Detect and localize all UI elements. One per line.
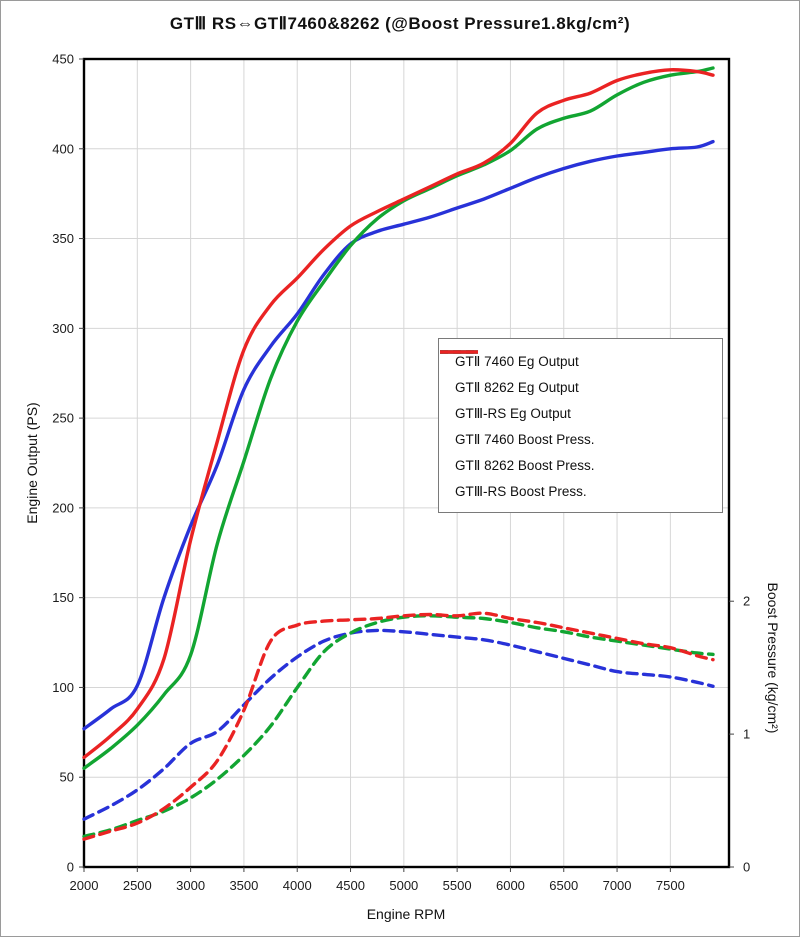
legend: GTⅡ 7460 Eg Output GTⅡ 8262 Eg Output GTⅢ-… xyxy=(438,338,723,513)
chart-title: GTⅢ RS⇔GTⅡ7460&8262 (@Boost Pressure1.8k… xyxy=(169,14,631,33)
y-left-tick-label: 200 xyxy=(52,500,74,515)
y-right-tick-label: 0 xyxy=(743,860,750,875)
legend-line-sample-gt3-rs-boost xyxy=(440,350,478,354)
x-tick-label: 3000 xyxy=(176,878,205,893)
y-left-tick-label: 350 xyxy=(52,231,74,246)
y-left-tick-label: 400 xyxy=(52,141,74,156)
series-line-gt3-rs-output xyxy=(82,68,715,760)
legend-label: GTⅡ 8262 Boost Press. xyxy=(455,458,595,473)
x-tick-label: 7000 xyxy=(603,878,632,893)
legend-label: GTⅡ 7460 Boost Press. xyxy=(455,432,595,447)
y-left-tick-label: 100 xyxy=(52,680,74,695)
y-left-tick-label: 300 xyxy=(52,321,74,336)
x-tick-label: 3500 xyxy=(229,878,258,893)
legend-item-gt2-8262-boost: GTⅡ 8262 Boost Press. xyxy=(440,350,722,479)
x-axis-title: Engine RPM xyxy=(366,906,446,922)
series-line-gt2-8262-boost xyxy=(82,614,715,839)
y-left-tick-label: 150 xyxy=(52,590,74,605)
y-left-tick-label: 50 xyxy=(60,770,74,785)
x-tick-label: 2000 xyxy=(70,878,99,893)
legend-item-gt2-7460-boost: GTⅡ 7460 Boost Press. xyxy=(440,350,722,453)
legend-item-gt3-rs-output: GTⅢ-RS Eg Output xyxy=(440,350,722,427)
x-tick-label: 4000 xyxy=(283,878,312,893)
legend-item-gt2-7460-output: GTⅡ 7460 Eg Output xyxy=(440,349,722,375)
series-line-gt2-7460-boost xyxy=(82,628,715,821)
x-tick-label: 6500 xyxy=(549,878,578,893)
y-right-tick-label: 1 xyxy=(743,727,750,742)
y-right-axis-title: Boost Pressure (kg/cm²) xyxy=(765,582,781,734)
y-left-tick-label: 450 xyxy=(52,52,74,67)
x-tick-label: 2500 xyxy=(123,878,152,893)
x-tick-label: 6000 xyxy=(496,878,525,893)
legend-label: GTⅢ-RS Boost Press. xyxy=(455,484,587,499)
legend-item-gt2-8262-output: GTⅡ 8262 Eg Output xyxy=(440,350,722,401)
x-tick-label: 5500 xyxy=(443,878,472,893)
plot-border xyxy=(82,57,731,869)
legend-item-gt3-rs-boost: GTⅢ-RS Boost Press. xyxy=(440,350,722,505)
series-line-gt2-8262-output xyxy=(82,66,715,770)
x-tick-label: 5000 xyxy=(389,878,418,893)
y-left-tick-label: 0 xyxy=(67,860,74,875)
legend-label: GTⅡ 8262 Eg Output xyxy=(455,380,579,395)
y-left-tick-label: 250 xyxy=(52,411,74,426)
x-tick-label: 4500 xyxy=(336,878,365,893)
y-right-tick-label: 2 xyxy=(743,594,750,609)
series-line-gt2-7460-output xyxy=(82,139,715,731)
legend-label: GTⅢ-RS Eg Output xyxy=(455,406,571,421)
x-tick-label: 7500 xyxy=(656,878,685,893)
series-line-gt3-rs-boost xyxy=(82,611,715,841)
legend-label: GTⅡ 7460 Eg Output xyxy=(455,354,579,369)
y-left-axis-title: Engine Output (PS) xyxy=(24,402,40,524)
